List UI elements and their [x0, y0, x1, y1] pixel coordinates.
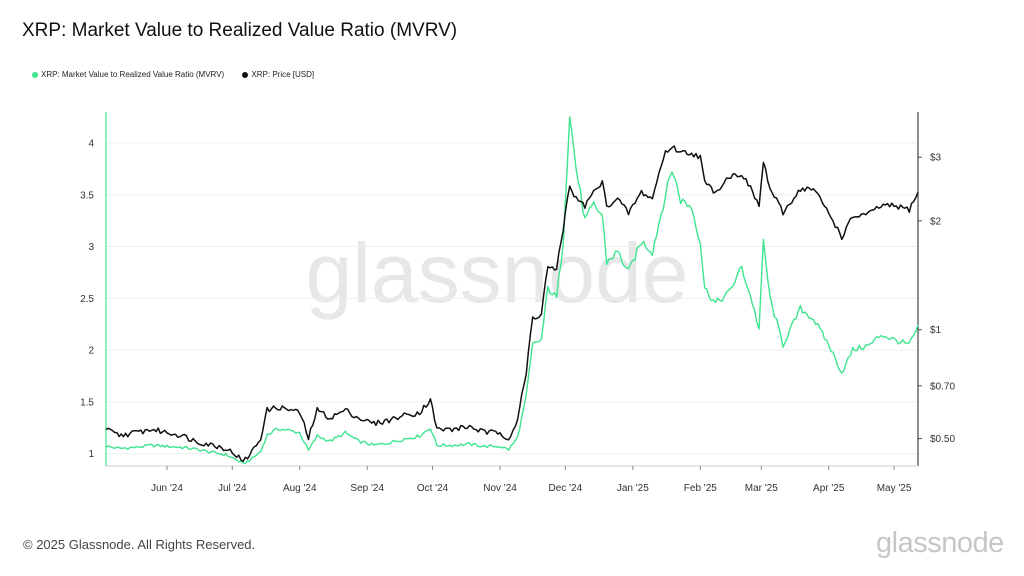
y-right-tick-label: $0.70 [930, 381, 955, 392]
x-tick-label: Jun '24 [151, 483, 183, 494]
y-right-tick-label: $0.50 [930, 434, 955, 445]
x-tick-label: Feb '25 [684, 483, 717, 494]
x-tick-label: Aug '24 [283, 483, 317, 494]
legend-swatch-price [242, 71, 249, 78]
y-left-tick-label: 3.5 [80, 190, 94, 201]
y-left-tick-label: 3 [88, 242, 94, 253]
y-left-tick-label: 2 [88, 346, 94, 357]
x-tick-label: Sep '24 [350, 483, 384, 494]
legend-swatch-mvrv [32, 71, 38, 78]
chart-title: XRP: Market Value to Realized Value Rati… [22, 20, 458, 41]
y-left-tick-label: 1.5 [80, 397, 94, 408]
x-tick-label: Oct '24 [417, 483, 449, 494]
axes: 1 1.5 2 2.5 3 3.5 4 $0.50 $0.70 $1 $2 $3 Jun '24 Jul … [80, 112, 955, 494]
series-lines [105, 116, 919, 465]
grid-lines [106, 142, 918, 455]
legend: XRP: Market Value to Realized Value Rati… [32, 70, 330, 80]
x-tick-label: Nov '24 [483, 483, 517, 494]
x-tick-label: Dec '24 [549, 483, 583, 494]
legend-item-mvrv[interactable]: XRP: Market Value to Realized Value Rati… [32, 70, 224, 79]
x-tick-label: Jul '24 [218, 483, 247, 494]
x-tick-label: Mar '25 [745, 483, 778, 494]
y-right-tick-label: $2 [930, 216, 942, 227]
series-line-mvrv [105, 116, 919, 465]
x-tick-label: Jan '25 [617, 483, 649, 494]
y-right-tick-label: $1 [930, 325, 942, 336]
footer-brand-logo: glassnode [876, 527, 1004, 559]
footer-copyright: © 2025 Glassnode. All Rights Reserved. [23, 537, 256, 552]
y-left-tick-label: 2.5 [80, 294, 94, 305]
legend-label-mvrv: XRP: Market Value to Realized Value Rati… [41, 70, 225, 79]
y-right-tick-label: $3 [930, 153, 942, 164]
legend-item-price[interactable]: XRP: Price [USD] [242, 70, 314, 79]
x-tick-label: May '25 [877, 483, 912, 494]
legend-label-price: XRP: Price [USD] [251, 70, 315, 79]
y-left-tick-label: 1 [88, 449, 94, 460]
watermark-text: glassnode [306, 226, 689, 320]
series-line-price [105, 145, 919, 463]
y-left-tick-label: 4 [88, 139, 94, 150]
x-tick-label: Apr '25 [813, 483, 845, 494]
